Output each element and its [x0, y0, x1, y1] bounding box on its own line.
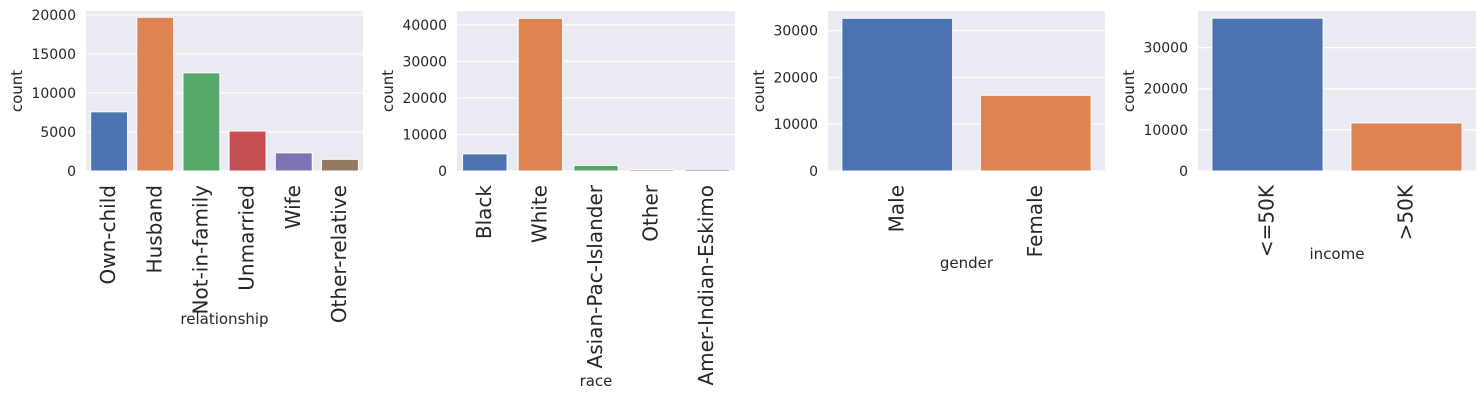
y-tick-label: 10000 [402, 127, 447, 143]
x-tick-label: White [527, 185, 551, 243]
bar-<=50k [1211, 17, 1324, 172]
bar-wife [274, 152, 313, 172]
chart-panel-gender: 0 10000 20000 30000 Male Female count gender [750, 11, 1105, 272]
y-tick-label: 0 [67, 164, 76, 180]
bar->50k [1350, 122, 1463, 172]
y-tick-label: 0 [438, 164, 447, 180]
bar-other [628, 169, 675, 172]
y-tick-label: 0 [809, 164, 818, 180]
y-tick-label: 20000 [1143, 82, 1188, 98]
bar-white [517, 17, 564, 172]
y-tick-label: 40000 [402, 18, 447, 34]
y-tick-label: 20000 [773, 70, 818, 86]
bar-male [841, 17, 954, 172]
bar-unmarried [228, 130, 267, 172]
x-axis-label: income [1310, 245, 1365, 263]
y-tick-label: 20000 [402, 91, 447, 107]
x-tick-label: Black [472, 185, 496, 240]
chart-panel-income: 0 10000 20000 30000 <=50K >50K count income [1120, 11, 1476, 263]
y-tick-label: 10000 [773, 117, 818, 133]
y-axis-label: count [1120, 70, 1138, 112]
chart-panel-race: 0 10000 20000 30000 40000 Black White Asian-Pac… [379, 11, 735, 390]
bar-female [979, 94, 1092, 172]
bar-black [462, 153, 508, 172]
x-tick-label: Other [639, 184, 663, 242]
x-tick-label: >50K [1394, 184, 1418, 240]
x-tick-label: Other-relative [327, 185, 351, 323]
y-tick-label: 30000 [402, 54, 447, 70]
bar-own-child [90, 111, 129, 172]
y-tick-label: 10000 [31, 86, 76, 102]
y-tick-label: 15000 [31, 47, 76, 63]
x-axis-label: relationship [180, 310, 268, 328]
y-axis-label: count [8, 70, 26, 112]
y-axis-label: count [379, 70, 397, 112]
x-tick-label: <=50K [1255, 184, 1279, 257]
x-axis-label: race [580, 372, 613, 390]
x-tick-label: Own-child [96, 185, 120, 284]
bar-not-in-family [182, 72, 221, 172]
plot-area [457, 11, 735, 171]
y-axis-label: count [750, 70, 768, 112]
y-tick-label: 30000 [773, 24, 818, 40]
bar-asian-pac-islander [573, 164, 619, 172]
x-tick-label: Asian-Pac-Islander [583, 184, 607, 368]
x-tick-label: Female [1023, 185, 1047, 257]
bar-husband [136, 16, 175, 172]
y-tick-label: 0 [1179, 164, 1188, 180]
x-tick-label: Not-in-family [188, 185, 212, 315]
chart-panel-relationship: 0 5000 10000 15000 20000 Own-child Husband Not-… [8, 8, 363, 328]
y-tick-label: 20000 [31, 8, 76, 24]
y-tick-label: 10000 [1143, 123, 1188, 139]
bar-other-relative [320, 158, 359, 172]
y-tick-label: 30000 [1143, 41, 1188, 57]
x-tick-label: Wife [281, 185, 305, 229]
x-tick-label: Amer-Indian-Eskimo [694, 185, 718, 386]
x-tick-label: Unmarried [235, 185, 259, 291]
x-tick-label: Husband [142, 185, 166, 273]
x-tick-label: Male [884, 185, 908, 232]
x-axis-label: gender [940, 254, 994, 272]
bar-amer-indian-eskimo [684, 168, 730, 172]
y-tick-label: 5000 [40, 125, 76, 141]
plot-area [86, 11, 363, 171]
